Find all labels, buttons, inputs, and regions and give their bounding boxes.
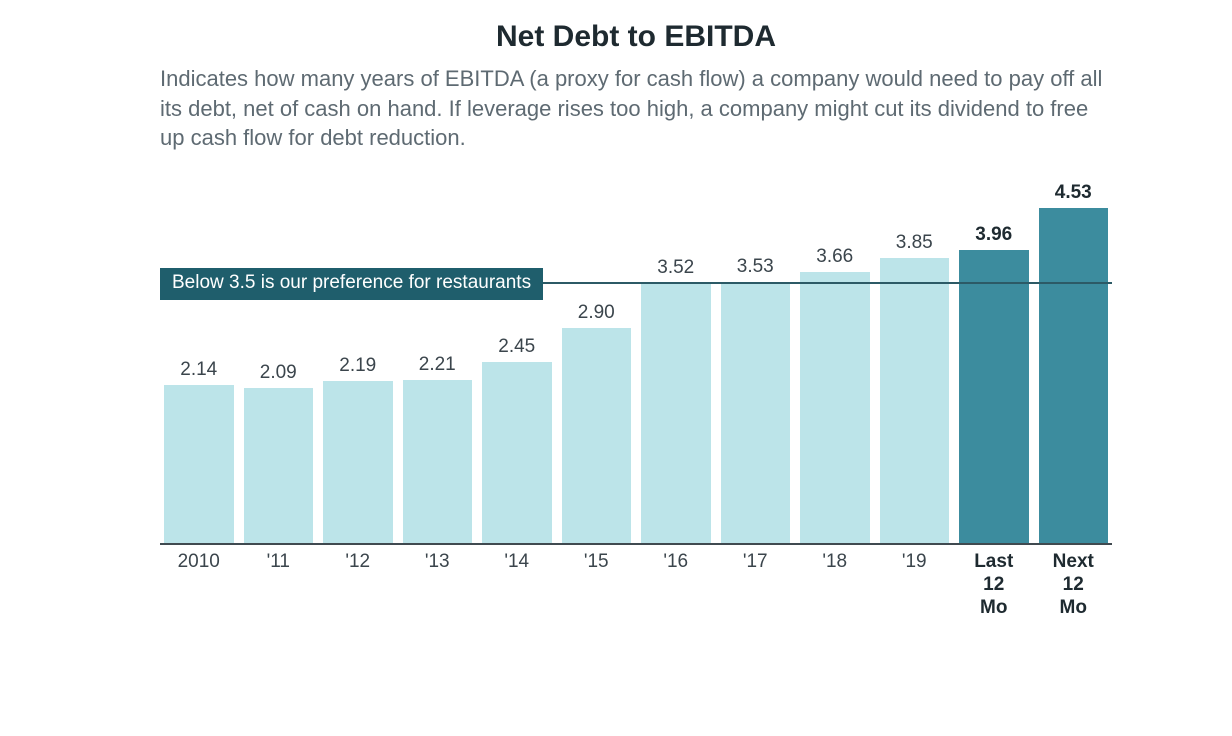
bar-value-label: 3.53	[737, 256, 774, 278]
bar-value-label: 3.96	[975, 224, 1012, 246]
x-tick-label: '14	[482, 551, 552, 641]
x-tick-label: Last12Mo	[959, 551, 1029, 641]
chart-subtitle: Indicates how many years of EBITDA (a pr…	[160, 64, 1112, 153]
bar-slot: 2.19	[323, 355, 393, 543]
x-tick-label: '16	[641, 551, 711, 641]
bar	[562, 328, 632, 543]
threshold-badge: Below 3.5 is our preference for restaura…	[160, 268, 543, 300]
chart-title: Net Debt to EBITDA	[160, 20, 1112, 54]
bars-container: 2.14 2.09 2.19 2.21 2.45 2.90 3.52 3.53 3.66 3.85…	[160, 173, 1112, 543]
bar	[164, 385, 234, 543]
bar-value-label: 3.85	[896, 232, 933, 254]
bar-chart: Below 3.5 is our preference for restaura…	[160, 173, 1112, 545]
bar	[1039, 208, 1109, 543]
x-tick-label: '12	[323, 551, 393, 641]
bar-slot: 2.21	[403, 354, 473, 544]
bar	[403, 380, 473, 544]
bar-value-label: 2.19	[339, 355, 376, 377]
bar-slot: 3.66	[800, 246, 870, 543]
bar-value-label: 2.90	[578, 302, 615, 324]
x-tick-label: '15	[562, 551, 632, 641]
bar-value-label: 2.45	[498, 336, 535, 358]
bar-slot: 3.85	[880, 232, 950, 543]
bar-value-label: 3.66	[816, 246, 853, 268]
x-tick-label: '18	[800, 551, 870, 641]
bar	[482, 362, 552, 543]
bar	[880, 258, 950, 543]
bar-slot: 3.52	[641, 257, 711, 543]
bar-value-label: 3.52	[657, 257, 694, 279]
bar-value-label: 2.21	[419, 354, 456, 376]
bar-slot: 2.14	[164, 359, 234, 543]
x-axis: 2010'11'12'13'14'15'16'17'18'19Last12MoN…	[160, 545, 1112, 641]
bar	[721, 282, 791, 543]
bar-value-label: 2.09	[260, 362, 297, 384]
bar-value-label: 2.14	[180, 359, 217, 381]
bar-value-label: 4.53	[1055, 182, 1092, 204]
bar-slot: 2.09	[244, 362, 314, 543]
bar-slot: 3.53	[721, 256, 791, 543]
bar-slot: 2.45	[482, 336, 552, 543]
bar	[641, 283, 711, 543]
bar	[959, 250, 1029, 543]
x-tick-label: 2010	[164, 551, 234, 641]
bar-slot: 4.53	[1039, 182, 1109, 543]
bar	[323, 381, 393, 543]
x-tick-label: '11	[244, 551, 314, 641]
bar	[800, 272, 870, 543]
x-tick-label: '19	[880, 551, 950, 641]
x-tick-label: Next12Mo	[1039, 551, 1109, 641]
x-tick-label: '13	[403, 551, 473, 641]
bar-slot: 3.96	[959, 224, 1029, 543]
x-tick-label: '17	[721, 551, 791, 641]
bar-slot: 2.90	[562, 302, 632, 543]
bar	[244, 388, 314, 543]
